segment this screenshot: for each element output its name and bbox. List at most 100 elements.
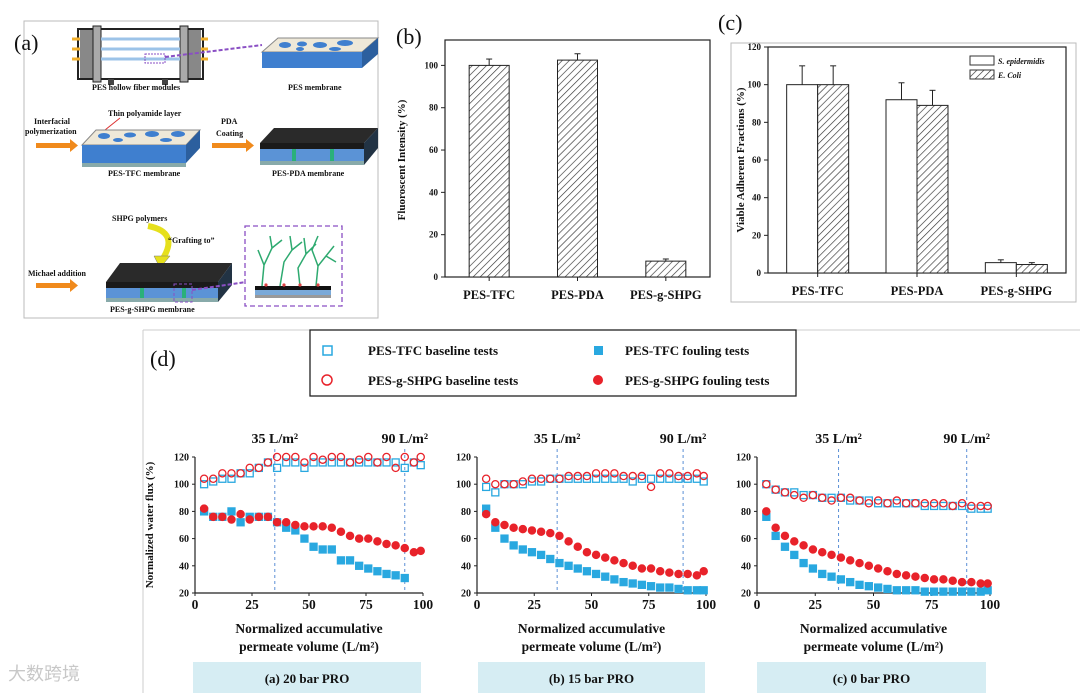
caption-box (193, 662, 421, 693)
x-category-label: PES-g-SHPG (981, 284, 1053, 298)
data-point-shpg_baseline (218, 469, 227, 478)
data-point-shpg_baseline (300, 458, 309, 467)
data-point-tfc_fouling (582, 567, 592, 576)
data-point-shpg_baseline (382, 452, 391, 462)
data-point-shpg_baseline (864, 498, 874, 508)
data-point-shpg_fouling (655, 566, 665, 576)
data-point-shpg_fouling (208, 512, 218, 522)
data-point-tfc_baseline (799, 490, 808, 500)
subplot-caption: (a) 20 bar PRO (265, 671, 350, 686)
step2-label-line1: PDA (221, 117, 238, 126)
x-axis-label-line2: permeate volume (L/m²) (522, 639, 662, 654)
y-tick-label: 40 (741, 561, 751, 572)
y-tick-label: 80 (179, 507, 189, 518)
data-point-shpg_fouling (646, 564, 656, 573)
data-point-tfc_baseline (309, 458, 318, 467)
data-point-tfc_baseline (482, 482, 491, 492)
data-point-shpg_fouling (628, 561, 637, 571)
data-point-shpg_baseline (336, 452, 346, 462)
data-point-tfc_baseline (929, 501, 939, 511)
y-tick-label: 100 (425, 60, 439, 70)
legend-marker-open-square (322, 345, 333, 356)
data-point-shpg_fouling (509, 523, 518, 532)
data-point-shpg_fouling (771, 523, 780, 532)
thin-layer-arrow (104, 117, 121, 131)
data-point-tfc_fouling (573, 564, 582, 573)
data-point-shpg_fouling (272, 518, 282, 527)
data-point-shpg_baseline (855, 496, 864, 505)
data-point-tfc_fouling (967, 587, 976, 596)
legend-swatch-s-epidermidis (969, 55, 995, 66)
orange-arrow-icon (36, 279, 78, 292)
reference-line-label: 35 L/m² (534, 432, 581, 447)
data-point-shpg_fouling (364, 534, 373, 543)
data-point-shpg_fouling (674, 569, 683, 579)
data-point-tfc_baseline (209, 477, 218, 486)
data-point-shpg_fouling (518, 524, 528, 534)
data-point-tfc_fouling (610, 575, 619, 584)
data-point-tfc_fouling (391, 571, 400, 580)
x-tick-label: 100 (696, 597, 717, 612)
data-point-shpg_fouling (591, 550, 601, 560)
data-point-shpg_baseline (591, 469, 601, 478)
x-axis-label-line1: Normalized accumulative (800, 621, 947, 636)
data-point-shpg_fouling (619, 558, 628, 568)
data-point-tfc_fouling (683, 586, 692, 595)
data-point-tfc_baseline (846, 496, 855, 505)
data-point-tfc_baseline (646, 474, 656, 483)
data-point-shpg_fouling (883, 566, 892, 576)
data-point-shpg_fouling (345, 531, 355, 541)
data-point-shpg_fouling (929, 575, 939, 584)
data-point-shpg_fouling (892, 569, 902, 579)
data-point-shpg_fouling (901, 571, 911, 580)
data-point-tfc_fouling (892, 586, 901, 595)
data-point-tfc_baseline (416, 461, 425, 470)
data-point-shpg_baseline (536, 474, 546, 484)
x-tick-label: 75 (925, 597, 939, 612)
data-point-shpg_baseline (555, 474, 564, 484)
data-point-shpg_baseline (665, 469, 674, 478)
data-point-shpg_fouling (409, 547, 419, 557)
y-tick-label: 40 (752, 193, 762, 203)
data-point-shpg_baseline (364, 452, 373, 462)
legend-marker-filled-square (594, 346, 603, 355)
data-point-tfc_baseline (382, 458, 391, 467)
x-tick-label: 0 (754, 597, 761, 612)
legend-label-tfc-baseline: PES-TFC baseline tests (368, 343, 498, 358)
data-point-shpg_baseline (416, 452, 425, 462)
pes-membrane-illustration (260, 37, 380, 68)
data-point-shpg_fouling (564, 537, 573, 546)
data-point-shpg_baseline (291, 452, 300, 462)
data-point-tfc_baseline (628, 477, 637, 486)
data-point-shpg_baseline (318, 455, 327, 464)
data-point-shpg_fouling (855, 558, 864, 568)
subplot-1: 20 40 60 80 100 120 0 25 50 75 100 35 L/m² 90 L/m² No… (456, 432, 716, 693)
watermark-logo: 大数跨境 (8, 664, 80, 684)
data-point-shpg_fouling (827, 550, 836, 560)
data-point-shpg_baseline (373, 458, 382, 467)
data-point-shpg_fouling (309, 522, 318, 531)
data-point-tfc_fouling (518, 545, 527, 554)
y-tick-label: 120 (736, 453, 751, 464)
data-point-tfc_fouling (500, 534, 509, 543)
data-point-tfc_baseline (564, 474, 573, 483)
data-point-shpg_baseline (929, 498, 939, 508)
data-point-tfc_fouling (309, 542, 318, 551)
bar (468, 64, 510, 278)
x-axis-label-line1: Normalized accumulative (518, 621, 665, 636)
pes-membrane-label: PES membrane (288, 83, 342, 92)
y-tick-label: 100 (736, 480, 751, 491)
y-tick-label: 100 (174, 480, 189, 491)
data-point-shpg_fouling (254, 512, 264, 522)
data-point-tfc_baseline (527, 477, 537, 486)
data-point-shpg_fouling (546, 528, 555, 538)
data-point-tfc_fouling (382, 569, 391, 579)
data-point-shpg_baseline (771, 485, 780, 494)
data-point-tfc_fouling (808, 564, 818, 573)
data-point-shpg_baseline (619, 471, 628, 481)
data-point-shpg_baseline (845, 493, 855, 503)
data-point-shpg_baseline (808, 490, 818, 500)
data-point-tfc_fouling (364, 564, 373, 573)
legend-swatch-e-coli (969, 69, 995, 80)
